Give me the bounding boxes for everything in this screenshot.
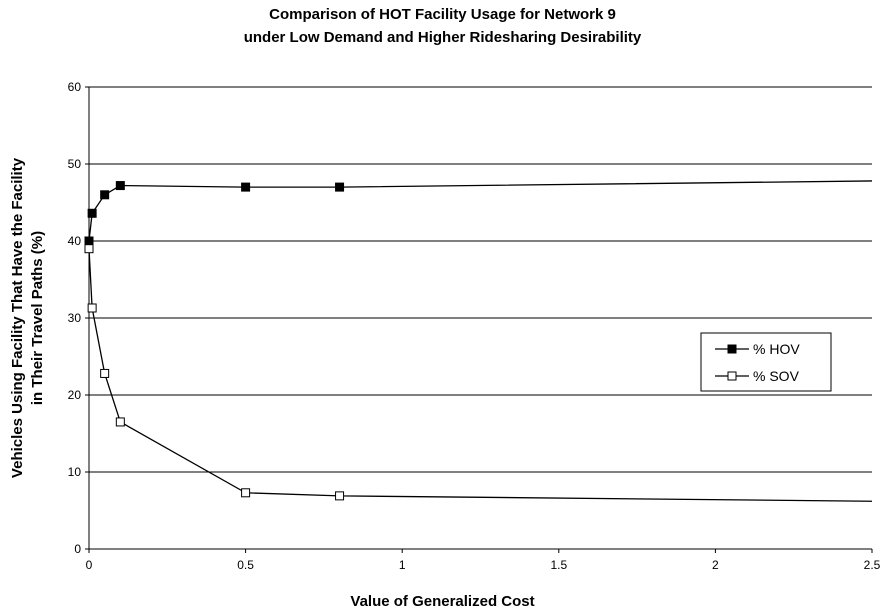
y-tick-label: 40	[68, 234, 82, 248]
y-tick-label: 30	[68, 311, 82, 325]
y-tick-label: 50	[68, 157, 82, 171]
chart-title: Comparison of HOT Facility Usage for Net…	[269, 6, 616, 23]
y-tick-label: 60	[68, 80, 82, 94]
legend-marker	[727, 344, 737, 354]
axes	[85, 86, 873, 553]
grid-lines	[89, 86, 872, 473]
x-tick-label: 2	[712, 558, 719, 572]
x-axis-label: Value of Generalized Cost	[350, 593, 535, 610]
tick-labels: 0 10 20 30 40 50 60 0 0.5 1 1.5 2 2.5	[68, 80, 881, 572]
series-hov	[84, 180, 873, 246]
data-point	[115, 417, 125, 427]
chart-subtitle: under Low Demand and Higher Ridesharing …	[243, 29, 642, 46]
y-tick-label: 20	[68, 388, 82, 402]
legend-label: % HOV	[753, 341, 800, 357]
data-point	[87, 208, 97, 218]
x-tick-label: 1.5	[550, 558, 567, 572]
data-point	[84, 236, 94, 246]
x-tick-label: 0.5	[237, 558, 254, 572]
data-point	[84, 244, 94, 254]
legend-box	[700, 332, 832, 392]
data-point	[241, 182, 251, 192]
y-tick-label: 0	[74, 542, 81, 556]
x-tick-label: 0	[86, 558, 93, 572]
data-point	[100, 368, 110, 378]
data-point	[115, 181, 125, 191]
x-tick-label: 1	[399, 558, 406, 572]
series-line	[88, 180, 873, 242]
series-group	[84, 180, 873, 502]
data-point	[335, 491, 345, 501]
y-tick-label: 10	[68, 465, 82, 479]
x-tick-label: 2.5	[864, 558, 881, 572]
data-point	[241, 488, 251, 498]
data-point	[87, 303, 97, 313]
legend-marker	[727, 371, 737, 381]
legend: % HOV % SOV	[700, 332, 832, 392]
data-point	[100, 190, 110, 200]
series-sov	[84, 244, 873, 502]
data-point	[335, 182, 345, 192]
legend-label: % SOV	[753, 368, 800, 384]
